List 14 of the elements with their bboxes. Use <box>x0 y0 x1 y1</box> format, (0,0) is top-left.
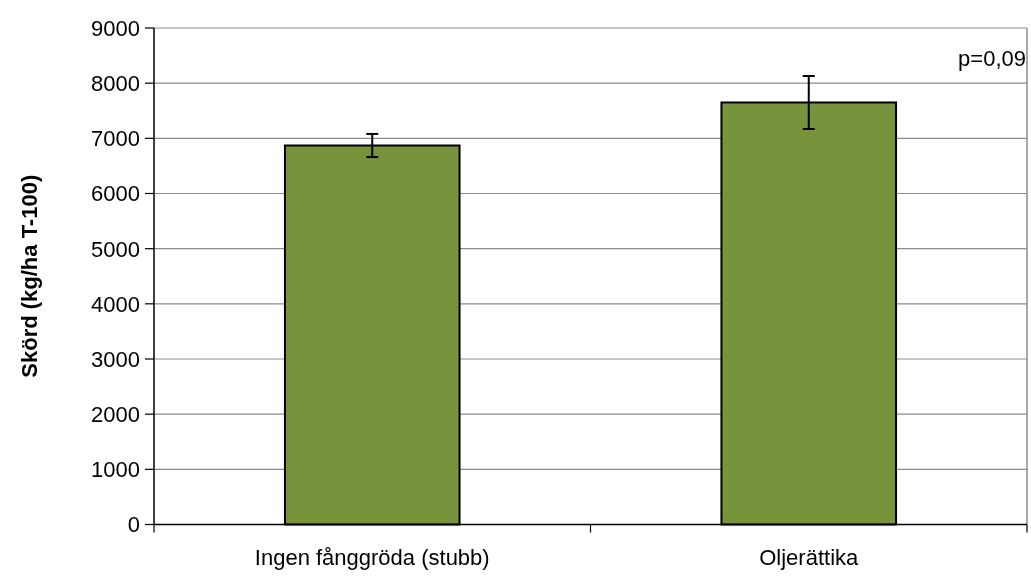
y-tick-label: 7000 <box>91 126 140 152</box>
y-tick-label: 6000 <box>91 181 140 207</box>
y-tick-label: 9000 <box>91 15 140 41</box>
x-tick-label: Oljerättika <box>759 545 860 570</box>
y-tick-label: 0 <box>127 512 140 538</box>
y-tick-label: 8000 <box>91 71 140 97</box>
y-tick-label: 3000 <box>91 346 140 372</box>
y-tick-label: 5000 <box>91 236 140 262</box>
y-tick-label: 1000 <box>91 457 140 483</box>
y-tick-label: 2000 <box>91 402 140 428</box>
x-tick-label: Ingen fånggröda (stubb) <box>254 545 490 570</box>
annotation: p=0,09 <box>958 46 1026 71</box>
y-axis-title: Skörd (kg/ha T-100) <box>17 174 42 378</box>
y-tick-label: 4000 <box>91 291 140 317</box>
